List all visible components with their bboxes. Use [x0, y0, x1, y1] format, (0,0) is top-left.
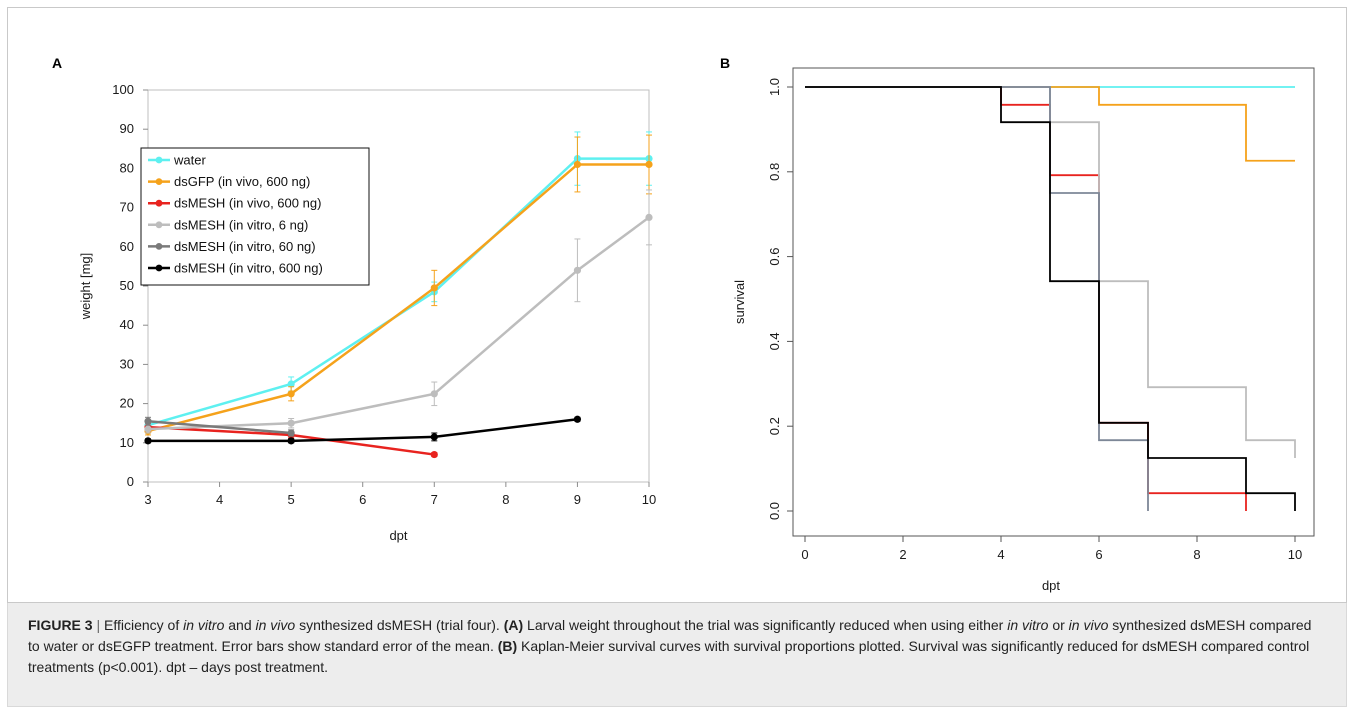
y-tick-label: 0.2 [767, 417, 782, 435]
caption-text-7: Kaplan-Meier survival curves with surviv… [28, 638, 1310, 675]
data-point [430, 450, 438, 459]
x-tick-label: 8 [502, 492, 509, 507]
caption-italic-2: in vivo [255, 617, 296, 633]
caption-text-1: Efficiency of [104, 617, 184, 633]
data-point [573, 415, 582, 423]
survival-curve-2 [805, 86, 1247, 511]
series-5 [144, 415, 582, 445]
legend-swatch-marker [155, 156, 163, 164]
x-tick-label: 5 [288, 492, 295, 507]
legend-swatch-marker [155, 221, 163, 229]
caption-bold-b: (B) [497, 638, 518, 654]
caption-label: FIGURE 3 [28, 617, 93, 633]
y-tick-label: 50 [120, 278, 134, 293]
legend-label: water [173, 153, 206, 168]
caption-separator: | [96, 617, 101, 633]
y-axis-title: weight [mg] [78, 253, 93, 320]
legend-label: dsMESH (in vitro, 6 ng) [174, 217, 308, 232]
caption-text-3: synthesized dsMESH (trial four). [295, 617, 504, 633]
data-point [430, 390, 438, 398]
series-line [147, 419, 292, 435]
x-axis-title: dpt [389, 528, 407, 543]
data-point [645, 213, 653, 221]
data-point [430, 433, 438, 441]
x-tick-label: 10 [642, 492, 656, 507]
panel-a-chart: A 0 10 20 30 40 50 60 70 80 90 100 3 4 5 6 7 8 9 10 dpt weigh… [52, 55, 656, 543]
x-tick-label: 7 [431, 492, 438, 507]
legend-box [140, 147, 370, 286]
figure-frame: A 0 10 20 30 40 50 60 70 80 90 100 3 4 5 6 7 8 9 10 dpt weigh… [7, 7, 1347, 603]
series-3 [144, 189, 653, 434]
x-tick-label: 6 [359, 492, 366, 507]
legend-swatch-marker [155, 199, 163, 207]
y-tick-label: 30 [120, 356, 134, 371]
data-point [287, 429, 295, 437]
y-tick-label: 0.4 [767, 332, 782, 350]
x-tick-label: 8 [1193, 547, 1200, 562]
data-point [287, 419, 295, 427]
series-1 [144, 134, 653, 436]
x-tick-label: 4 [997, 547, 1004, 562]
legend-label: dsGFP (in vivo, 600 ng) [174, 174, 310, 189]
panel-b-letter: B [720, 55, 730, 71]
data-point [144, 417, 152, 425]
y-tick-label: 0.0 [767, 502, 782, 520]
data-point [573, 160, 582, 169]
y-tick-label: 0 [127, 474, 134, 489]
x-tick-label: 3 [144, 492, 151, 507]
y-tick-label: 90 [120, 121, 134, 136]
legend-swatch-marker [155, 264, 163, 272]
data-point [430, 284, 438, 292]
x-tick-label: 9 [574, 492, 581, 507]
data-point [287, 437, 295, 445]
y-axis-title: survival [732, 280, 747, 324]
caption-text-2: and [224, 617, 256, 633]
y-tick-label: 0.8 [767, 163, 782, 181]
survival-curve-5 [805, 86, 1296, 511]
y-tick-label: 80 [120, 160, 134, 175]
y-tick-label: 0.6 [767, 248, 782, 266]
legend-swatch-marker [155, 243, 163, 250]
survival-curve-4 [805, 86, 1149, 511]
caption-text-6: synthesized dsMESH compared to water or … [28, 617, 1312, 654]
data-point [287, 390, 295, 398]
plot-box [792, 67, 1315, 537]
legend-swatch-marker [155, 178, 163, 186]
y-tick-label: 20 [120, 396, 134, 411]
legend: water dsGFP (in vivo, 600 ng) dsMESH (in v… [140, 147, 370, 286]
caption-italic-3: in vitro [1007, 617, 1049, 633]
legend-label: dsMESH (in vitro, 60 ng) [174, 239, 316, 254]
panel-a-letter: A [52, 55, 62, 71]
y-tick-label: 100 [112, 82, 134, 97]
y-tick-label: 10 [120, 435, 134, 450]
series-line [148, 418, 578, 443]
caption-italic-4: in vivo [1068, 617, 1109, 633]
x-axis-title: dpt [1042, 578, 1060, 593]
data-point [144, 437, 152, 445]
x-tick-label: 2 [899, 547, 906, 562]
data-point [573, 266, 582, 274]
figure-caption: FIGURE 3 | Efficiency of in vitro and in… [7, 603, 1347, 707]
legend-label: dsMESH (in vitro, 600 ng) [174, 261, 323, 276]
data-point [144, 425, 152, 433]
caption-bold-a: (A) [503, 617, 524, 633]
x-tick-label: 0 [801, 547, 808, 562]
legend-label: dsMESH (in vivo, 600 ng) [174, 196, 321, 211]
x-tick-label: 10 [1288, 547, 1302, 562]
caption-text-4: Larval weight throughout the trial was s… [523, 617, 1008, 633]
caption-italic-1: in vitro [183, 617, 225, 633]
y-tick-label: 40 [120, 317, 134, 332]
caption-text-5: or [1048, 617, 1069, 633]
panel-b-chart: B 0.0 0.2 0.4 0.6 0.8 1.0 0 2 4 6 8 10 dpt survival [720, 55, 1315, 593]
y-tick-label: 1.0 [767, 78, 782, 96]
x-tick-label: 4 [216, 492, 223, 507]
series-4 [144, 416, 295, 437]
y-tick-label: 70 [120, 200, 134, 215]
y-tick-label: 60 [120, 239, 134, 254]
data-point [287, 380, 295, 388]
data-point [645, 160, 653, 169]
x-tick-label: 6 [1095, 547, 1102, 562]
